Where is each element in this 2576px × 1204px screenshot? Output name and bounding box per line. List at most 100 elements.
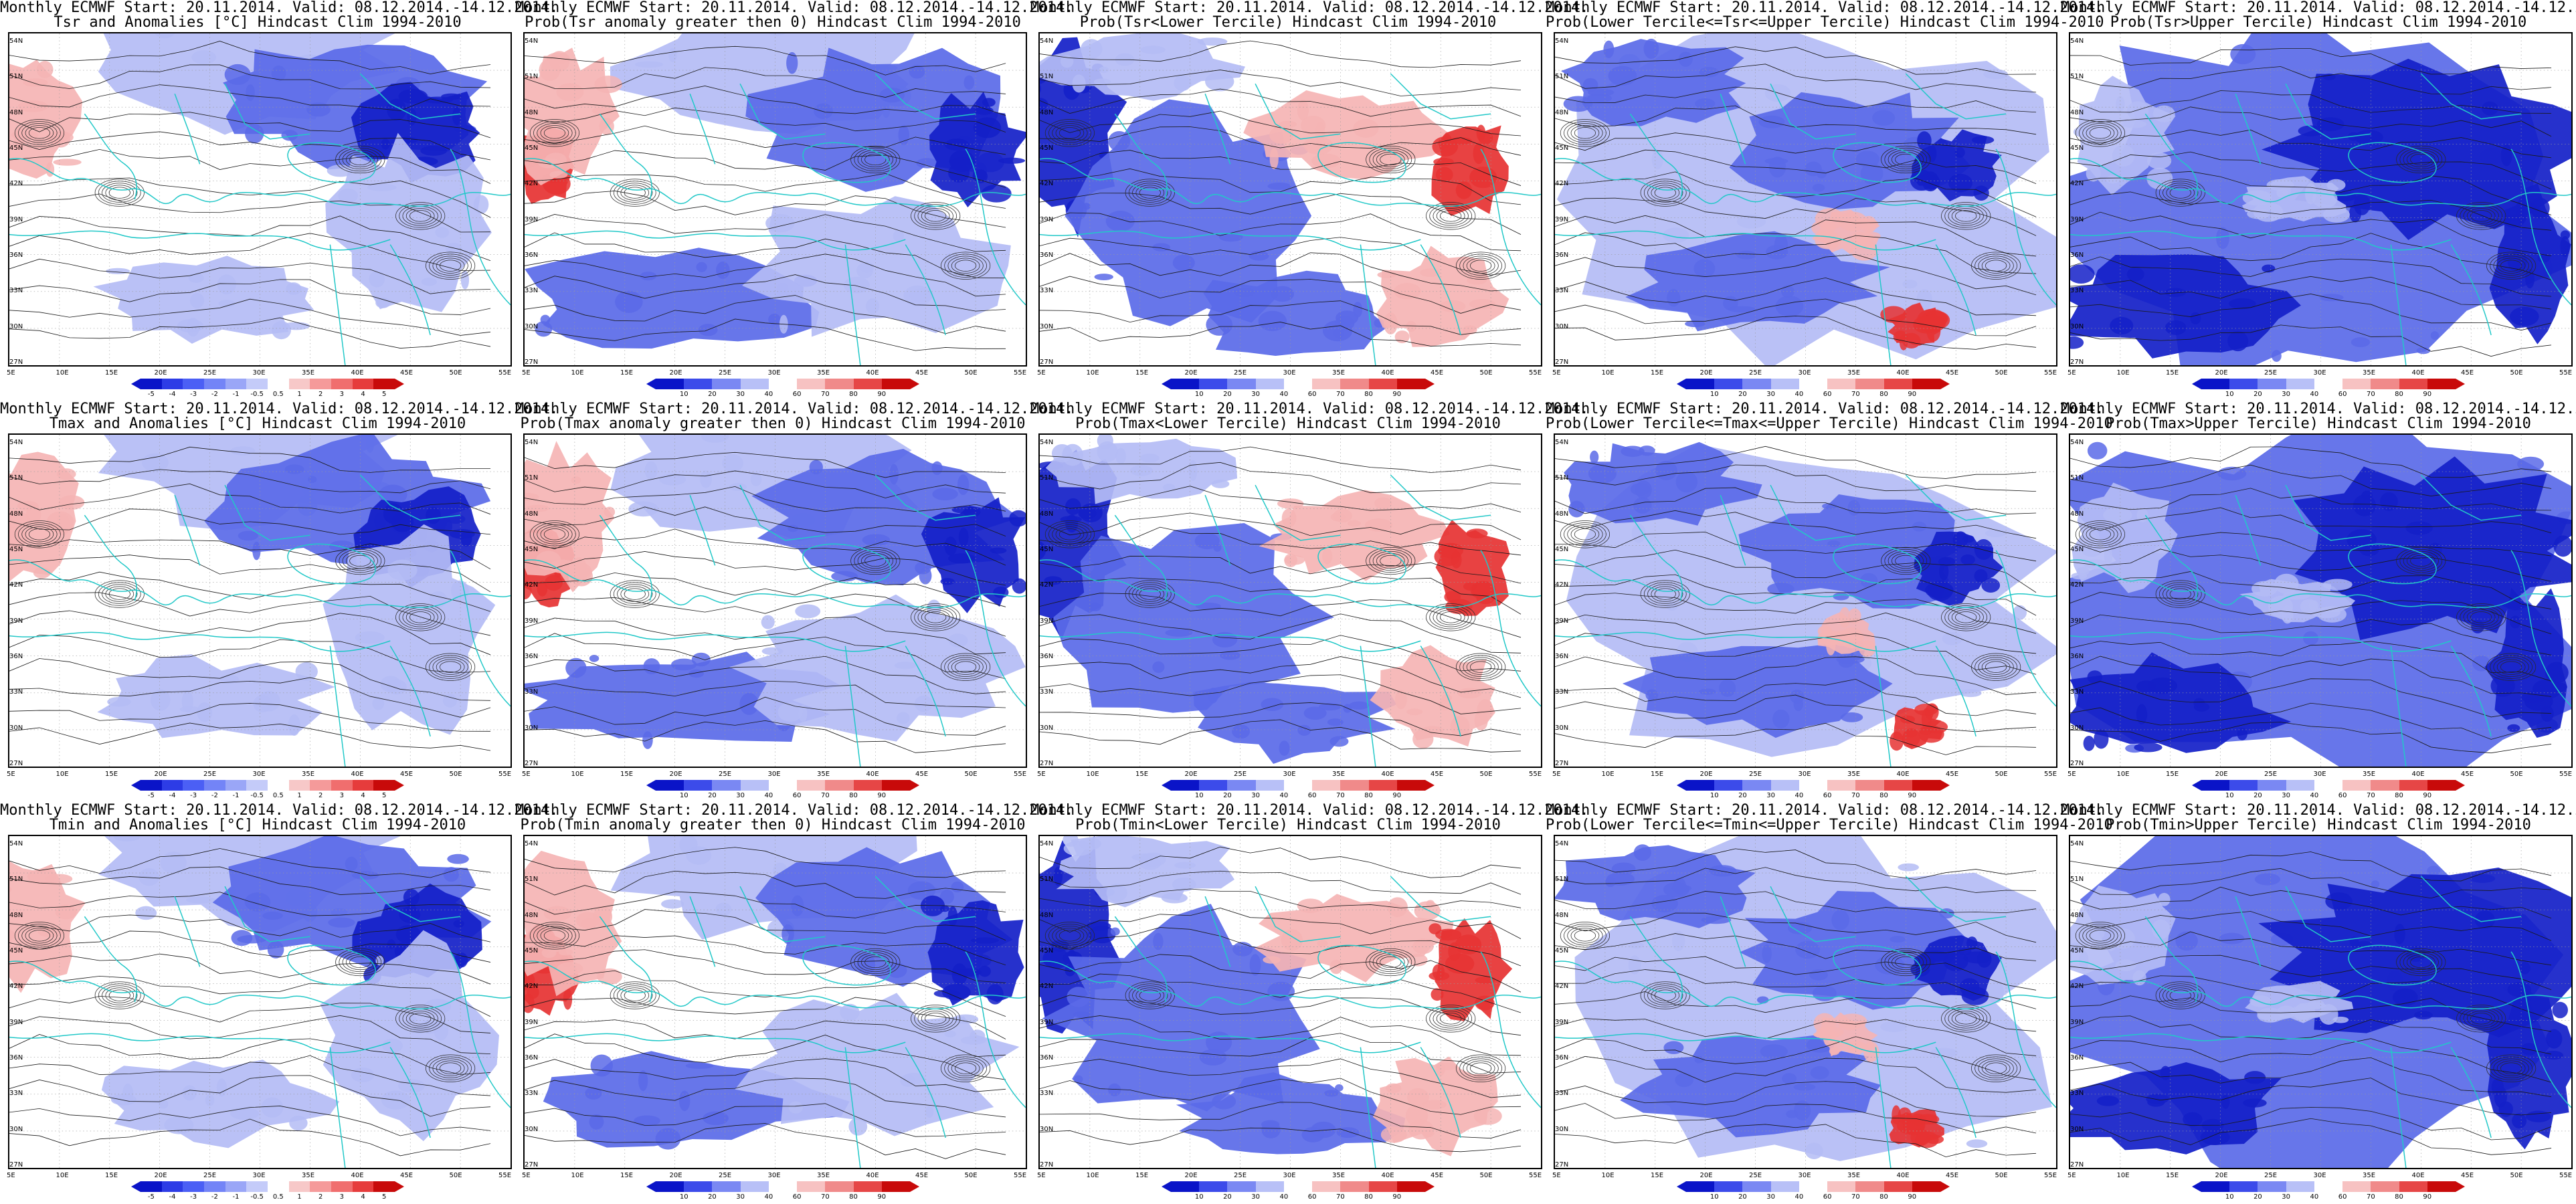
coastline <box>2348 142 2437 183</box>
colorbar-segment <box>2371 1181 2400 1192</box>
coastline <box>2144 113 2198 200</box>
orography-contour <box>2470 611 2492 623</box>
shaded-patch <box>2394 924 2405 944</box>
shaded-patch <box>2087 441 2108 460</box>
longitude-label: 20E <box>154 771 167 778</box>
shaded-patch <box>9 886 12 892</box>
isoline <box>2070 1038 2552 1083</box>
orography-contour <box>2089 528 2112 540</box>
shaded-patch <box>786 52 798 74</box>
orography-contour <box>1881 948 1931 977</box>
isoline <box>525 214 1006 252</box>
colorbar-segment <box>2201 379 2230 389</box>
orography-contour <box>1574 127 1596 139</box>
shaded-patch <box>1781 285 1795 298</box>
shaded-patch <box>2230 43 2256 65</box>
orography-contour <box>1955 1013 1977 1025</box>
orography-contour <box>2086 928 2115 944</box>
colorbar-tick-label: 80 <box>2395 792 2403 799</box>
longitude-label: 45E <box>915 771 929 778</box>
isoline <box>2070 851 2552 882</box>
latitude-label: 33N <box>2070 688 2084 696</box>
latitude-label: 33N <box>1040 1090 1054 1098</box>
shaded-patch <box>2096 1096 2120 1106</box>
latitude-label: 54N <box>9 439 23 446</box>
map-frame <box>1554 433 2057 768</box>
shaded-patch <box>2371 880 2380 888</box>
orography-contour <box>1426 603 1476 631</box>
colorbar-min-arrow <box>646 780 656 791</box>
shaded-patch <box>1153 932 1164 950</box>
shaded-patch <box>768 314 781 325</box>
latitude-label: 30N <box>1040 724 1054 732</box>
shaded-patch <box>2146 152 2172 169</box>
latitude-label: 27N <box>9 359 23 366</box>
shaded-patch <box>915 561 931 575</box>
orography-contour <box>944 655 987 679</box>
shaded-patch <box>1336 1127 1360 1138</box>
coastline <box>1255 484 1341 541</box>
shaded-patch <box>45 874 73 884</box>
shaded-patch <box>58 495 85 510</box>
shaded-patch <box>1110 927 1120 936</box>
latitude-label: 42N <box>1555 581 1569 589</box>
shaded-patch <box>9 929 15 942</box>
orography-contour <box>2456 1005 2506 1033</box>
isoline <box>2070 1118 2552 1155</box>
isoline <box>9 539 491 570</box>
coastline <box>1317 944 1406 986</box>
colorbar-tick-label: 80 <box>1879 1193 1888 1201</box>
shaded-patch <box>2070 264 2095 284</box>
orography-contour <box>620 987 650 1003</box>
shaded-patch <box>281 130 298 141</box>
colorbar-segment <box>2258 1181 2287 1192</box>
coastline <box>1420 244 1461 336</box>
latitude-label: 36N <box>2070 653 2084 660</box>
longitude-label: 40E <box>866 771 879 778</box>
orography-contour <box>1884 147 1928 172</box>
orography-contour <box>854 950 897 975</box>
panel-subtitle: Tmin and Anomalies [°C] Hindcast Clim 19… <box>49 817 466 833</box>
longitude-label: 45E <box>1946 369 1959 377</box>
longitude-label: 40E <box>1896 369 1910 377</box>
isoline <box>2070 1078 2552 1116</box>
coastline <box>1905 73 2007 120</box>
shaded-patch <box>1445 953 1475 974</box>
coastline <box>525 961 1026 1010</box>
orography-contour <box>342 149 378 170</box>
orography-contour <box>2086 526 2115 542</box>
shaded-patch <box>2013 605 2027 620</box>
colorbar-segment <box>183 1181 205 1192</box>
shaded-patch <box>1395 690 1407 710</box>
shaded-region <box>525 247 820 349</box>
map-canvas <box>9 33 511 365</box>
shaded-patch <box>2115 959 2136 971</box>
colorbar-segment <box>2314 1181 2343 1192</box>
colorbar-segment <box>1396 379 1426 389</box>
longitude-label: 15E <box>620 369 634 377</box>
colorbar-segment <box>1770 379 1800 389</box>
shaded-patch <box>191 50 217 65</box>
orography-contour <box>339 950 382 975</box>
coastline <box>1875 1047 1892 1168</box>
isoline <box>1040 908 1522 939</box>
latitude-label: 39N <box>1555 215 1569 223</box>
isoline <box>9 975 491 1017</box>
colorbar-tick-label: 80 <box>2395 391 2403 398</box>
shaded-patch <box>1963 951 1992 964</box>
colorbar-segment <box>161 780 183 791</box>
shaded-patch <box>1380 1126 1407 1143</box>
orography-contour <box>2075 119 2126 147</box>
shaded-patch <box>2498 1101 2513 1117</box>
shaded-patch <box>2104 546 2113 566</box>
orography-contour <box>864 153 887 166</box>
shaded-region <box>1259 490 1451 581</box>
shaded-patch <box>453 920 464 928</box>
longitude-label: 5E <box>1552 771 1561 778</box>
longitude-label: 45E <box>400 369 413 377</box>
longitude-label: 30E <box>1798 771 1811 778</box>
colorbar-segment <box>1742 379 1772 389</box>
shaded-patch <box>164 1116 194 1134</box>
colorbar-segment <box>1396 780 1426 791</box>
coastline <box>1204 494 1231 566</box>
